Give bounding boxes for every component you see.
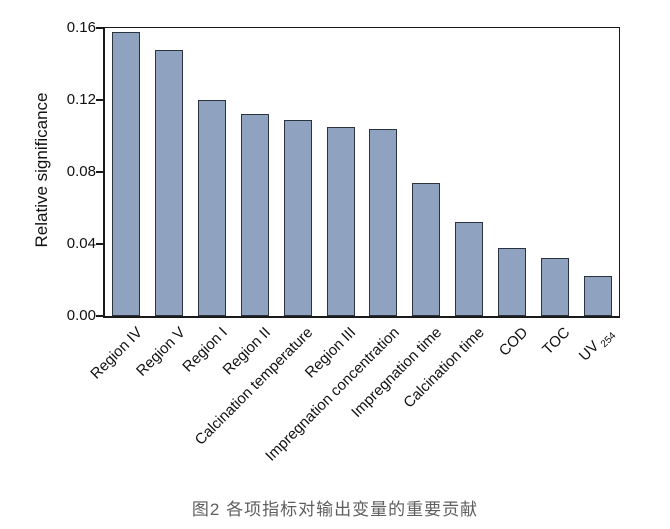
y-tick-label: 0.16 <box>66 19 96 36</box>
x-tick-label: UV 254 <box>576 330 619 365</box>
y-tick-mark <box>96 171 103 173</box>
bar <box>283 119 312 316</box>
figure-caption: 图2 各项指标对输出变量的重要贡献 <box>191 500 479 519</box>
plot-frame <box>103 27 620 318</box>
y-tick-label: 0.00 <box>66 307 96 324</box>
y-tick-mark <box>96 99 103 101</box>
y-tick-mark <box>96 243 103 245</box>
y-tick-label: 0.12 <box>66 91 96 108</box>
x-tick-label: TOC <box>539 324 574 359</box>
x-tick-label: Region IV <box>86 324 146 383</box>
bar <box>540 258 569 316</box>
y-tick-label: 0.08 <box>66 163 96 180</box>
bar <box>112 31 141 316</box>
bar <box>326 127 355 316</box>
x-tick-label-subscript: 254 <box>597 330 619 352</box>
y-tick-label: 0.04 <box>66 235 96 252</box>
x-tick-label: Calcination time <box>400 324 489 412</box>
bar <box>198 100 227 316</box>
y-tick-mark <box>96 315 103 317</box>
bar <box>369 128 398 316</box>
x-tick-label: COD <box>495 324 531 360</box>
bar <box>497 247 526 316</box>
bar <box>240 114 269 316</box>
y-tick-mark <box>96 27 103 29</box>
bar <box>155 49 184 316</box>
bar <box>455 222 484 316</box>
bar <box>412 182 441 316</box>
bar <box>583 276 612 316</box>
